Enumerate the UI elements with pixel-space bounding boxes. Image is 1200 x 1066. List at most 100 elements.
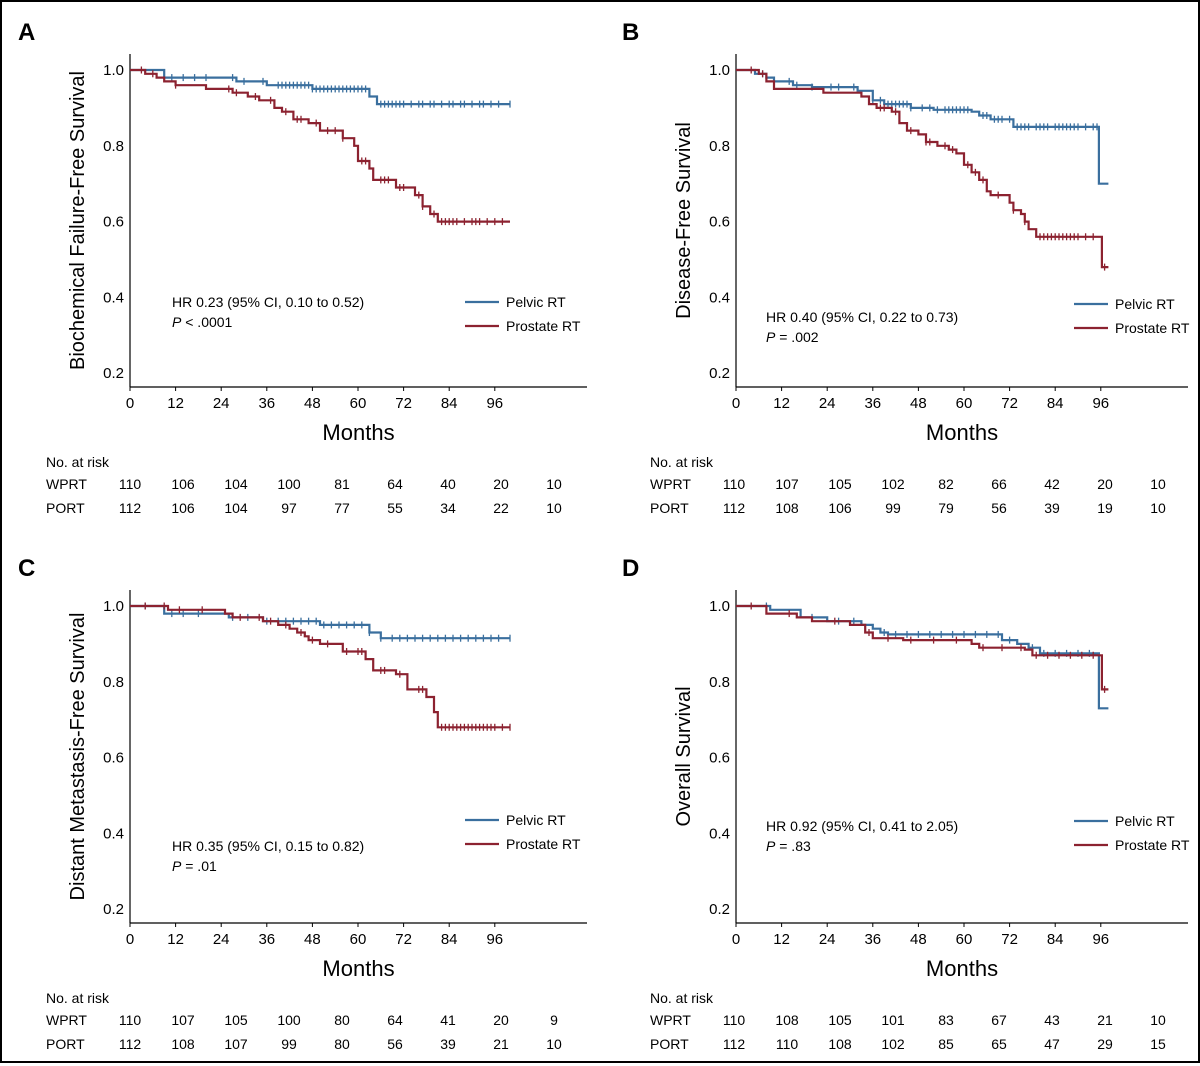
risk-table-title: No. at risk (46, 990, 110, 1006)
x-axis-title: Months (926, 956, 998, 981)
x-tick-label: 96 (1092, 395, 1109, 412)
risk-table-title: No. at risk (46, 454, 110, 470)
series-line-pelvic (736, 604, 1109, 710)
x-tick-label: 0 (732, 395, 740, 412)
x-axis-title: Months (322, 956, 394, 981)
hr-annotation: HR 0.35 (95% CI, 0.15 to 0.82) (172, 838, 364, 854)
legend-label: Pelvic RT (506, 294, 566, 310)
y-axis-title: Biochemical Failure-Free Survival (67, 71, 89, 370)
risk-value: 108 (775, 1012, 799, 1028)
risk-value: 108 (828, 1036, 852, 1052)
y-tick-label: 0.4 (103, 825, 124, 842)
risk-value: 79 (938, 500, 954, 516)
risk-value: 106 (828, 500, 852, 516)
x-tick-label: 36 (864, 931, 881, 948)
x-tick-label: 36 (258, 931, 275, 948)
risk-value: 99 (885, 500, 901, 516)
p-value: < .0001 (181, 314, 232, 330)
risk-value: 105 (224, 1012, 248, 1028)
x-tick-label: 96 (486, 395, 503, 412)
y-tick-label: 0.8 (709, 674, 730, 691)
x-tick-label: 12 (773, 931, 790, 948)
x-tick-label: 72 (395, 395, 412, 412)
risk-value: 108 (775, 500, 799, 516)
risk-value: 9 (550, 1012, 558, 1028)
risk-value: 10 (546, 1036, 562, 1052)
legend-label: Pelvic RT (1115, 813, 1175, 829)
legend-label: Prostate RT (1115, 320, 1190, 336)
risk-value: 10 (546, 500, 562, 516)
x-tick-label: 48 (304, 395, 321, 412)
risk-value: 56 (387, 1036, 403, 1052)
p-value-annotation: P = .83 (766, 838, 811, 854)
risk-value: 106 (171, 476, 195, 492)
risk-value: 107 (775, 476, 799, 492)
x-tick-label: 24 (819, 931, 836, 948)
x-tick-label: 84 (1047, 931, 1064, 948)
risk-value: 112 (119, 500, 142, 516)
risk-value: 34 (440, 500, 456, 516)
y-tick-label: 0.2 (709, 901, 730, 918)
risk-value: 107 (224, 1036, 248, 1052)
x-tick-label: 84 (1047, 395, 1064, 412)
y-axis-title: Overall Survival (673, 686, 695, 826)
x-tick-label: 0 (126, 931, 134, 948)
y-tick-label: 0.8 (103, 674, 124, 691)
risk-value: 102 (881, 476, 905, 492)
legend-label: Pelvic RT (506, 812, 566, 828)
risk-value: 110 (723, 1012, 746, 1028)
series-line-pelvic (130, 604, 510, 640)
series-line-pelvic (736, 68, 1109, 185)
y-tick-label: 1.0 (709, 62, 730, 79)
y-tick-label: 0.2 (103, 365, 124, 382)
risk-table-title: No. at risk (650, 454, 714, 470)
risk-value: 104 (224, 500, 248, 516)
risk-value: 64 (387, 476, 403, 492)
x-tick-label: 84 (441, 395, 458, 412)
y-tick-label: 0.6 (103, 750, 124, 767)
risk-value: 104 (224, 476, 248, 492)
p-value-annotation: P = .002 (766, 329, 819, 345)
p-value: = .83 (775, 838, 811, 854)
y-tick-label: 1.0 (709, 598, 730, 615)
risk-row-label: WPRT (46, 1012, 87, 1028)
risk-value: 47 (1044, 1036, 1060, 1052)
risk-value: 112 (723, 500, 746, 516)
x-tick-label: 84 (441, 931, 458, 948)
x-tick-label: 0 (732, 931, 740, 948)
y-axis-title: Distant Metastasis-Free Survival (67, 613, 89, 901)
x-tick-label: 48 (910, 931, 927, 948)
risk-value: 85 (938, 1036, 954, 1052)
panel-c: C 0.2 0.4 0.6 0.8 1.0 0 12 24 36 48 60 72 84 96 Months D… (18, 555, 587, 1052)
p-value-annotation: P < .0001 (172, 314, 233, 330)
panel-letter: B (622, 19, 639, 46)
x-tick-label: 36 (258, 395, 275, 412)
x-tick-label: 12 (773, 395, 790, 412)
risk-value: 105 (828, 1012, 852, 1028)
risk-value: 80 (334, 1012, 350, 1028)
risk-value: 77 (334, 500, 350, 516)
risk-value: 56 (991, 500, 1007, 516)
hr-annotation: HR 0.92 (95% CI, 0.41 to 2.05) (766, 818, 958, 834)
risk-row-label: PORT (46, 1036, 85, 1052)
risk-value: 55 (387, 500, 403, 516)
panel-d: D 0.2 0.4 0.6 0.8 1.0 0 12 24 36 48 60 72 84 96 Months O… (622, 555, 1190, 1052)
risk-value: 21 (1097, 1012, 1113, 1028)
p-label: P (766, 838, 776, 854)
risk-value: 10 (546, 476, 562, 492)
x-tick-label: 36 (864, 395, 881, 412)
risk-value: 20 (493, 476, 509, 492)
x-tick-label: 48 (910, 395, 927, 412)
panel-letter: A (18, 19, 35, 46)
risk-value: 99 (281, 1036, 297, 1052)
p-label: P (172, 858, 182, 874)
risk-value: 43 (1044, 1012, 1060, 1028)
y-tick-label: 0.4 (103, 289, 124, 306)
risk-value: 39 (440, 1036, 456, 1052)
risk-row-label: PORT (650, 1036, 689, 1052)
x-tick-label: 72 (1001, 931, 1018, 948)
risk-value: 15 (1150, 1036, 1166, 1052)
panel-a: A 0.2 0.4 0.6 0.8 1.0 0 12 24 36 48 60 72 84 96 Months B… (18, 19, 587, 516)
risk-value: 105 (828, 476, 852, 492)
x-tick-label: 0 (126, 395, 134, 412)
